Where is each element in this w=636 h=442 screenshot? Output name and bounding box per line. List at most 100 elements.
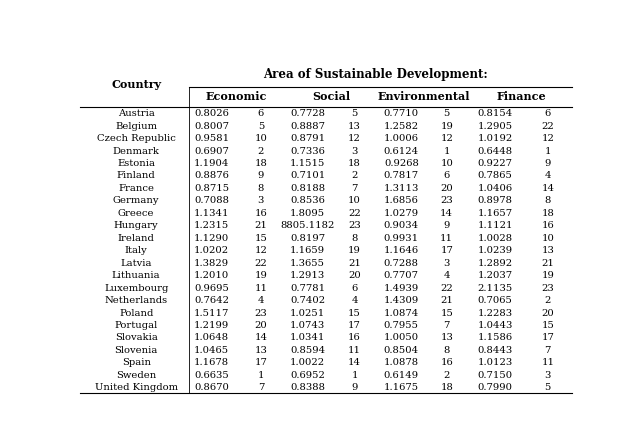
Text: Hungary: Hungary [114,221,158,230]
Text: 0.7865: 0.7865 [478,171,513,180]
Text: 0.7990: 0.7990 [478,383,513,392]
Text: 4: 4 [443,271,450,280]
Text: Poland: Poland [119,309,153,317]
Text: 12: 12 [254,246,267,255]
Text: 23: 23 [440,196,453,206]
Text: 10: 10 [348,196,361,206]
Text: 1.2582: 1.2582 [384,122,419,131]
Text: 6: 6 [443,171,450,180]
Text: 6: 6 [352,284,357,293]
Text: 1.0743: 1.0743 [290,321,326,330]
Text: 2: 2 [258,147,264,156]
Text: 1.1586: 1.1586 [478,333,513,343]
Text: 9: 9 [258,171,264,180]
Text: 5: 5 [351,109,357,118]
Text: 2: 2 [544,296,551,305]
Text: 0.8026: 0.8026 [194,109,229,118]
Text: 20: 20 [440,184,453,193]
Text: 15: 15 [440,309,453,317]
Text: Portugal: Portugal [114,321,158,330]
Text: 0.7288: 0.7288 [384,259,419,268]
Text: 1.4939: 1.4939 [384,284,419,293]
Text: 22: 22 [440,284,453,293]
Text: 6: 6 [544,109,551,118]
Text: 1: 1 [443,147,450,156]
Text: 0.8670: 0.8670 [194,383,229,392]
Text: 1.1646: 1.1646 [384,246,419,255]
Text: Denmark: Denmark [113,147,160,156]
Text: 2.1135: 2.1135 [478,284,513,293]
Text: 23: 23 [254,309,267,317]
Text: 0.7402: 0.7402 [290,296,325,305]
Text: 0.8876: 0.8876 [194,171,229,180]
Text: 16: 16 [348,333,361,343]
Text: 19: 19 [348,246,361,255]
Text: Czech Republic: Czech Republic [97,134,176,143]
Text: 0.7728: 0.7728 [290,109,325,118]
Text: 0.7101: 0.7101 [290,171,326,180]
Text: 6: 6 [258,109,264,118]
Text: Country: Country [111,79,162,90]
Text: 1.2913: 1.2913 [290,271,326,280]
Text: 17: 17 [348,321,361,330]
Text: Spain: Spain [121,358,151,367]
Text: 21: 21 [440,296,453,305]
Text: 7: 7 [443,321,450,330]
Text: 1.2892: 1.2892 [478,259,513,268]
Text: 9: 9 [443,221,450,230]
Text: 1.1678: 1.1678 [194,358,229,367]
Text: Italy: Italy [125,246,148,255]
Text: 1.0192: 1.0192 [478,134,513,143]
Text: 1.1515: 1.1515 [290,159,326,168]
Text: Netherlands: Netherlands [104,296,168,305]
Text: 0.7150: 0.7150 [478,371,513,380]
Text: 1.2010: 1.2010 [194,271,229,280]
Text: Slovenia: Slovenia [114,346,158,355]
Text: 0.8154: 0.8154 [478,109,513,118]
Text: 8: 8 [544,196,551,206]
Text: 1.6856: 1.6856 [384,196,418,206]
Text: 1.5117: 1.5117 [194,309,230,317]
Text: 0.7642: 0.7642 [194,296,229,305]
Text: 8: 8 [258,184,264,193]
Text: Latvia: Latvia [120,259,152,268]
Text: 2: 2 [443,371,450,380]
Text: 17: 17 [254,358,267,367]
Text: 0.9227: 0.9227 [478,159,513,168]
Text: 0.9581: 0.9581 [194,134,229,143]
Text: 0.6149: 0.6149 [384,371,419,380]
Text: 1.0123: 1.0123 [478,358,513,367]
Text: Belgium: Belgium [115,122,157,131]
Text: 0.9931: 0.9931 [384,234,419,243]
Text: 11: 11 [541,358,554,367]
Text: 1.1657: 1.1657 [478,209,513,218]
Text: 0.7088: 0.7088 [194,196,229,206]
Text: 0.7065: 0.7065 [478,296,513,305]
Text: 0.7817: 0.7817 [384,171,419,180]
Text: 20: 20 [541,309,554,317]
Text: 1.0406: 1.0406 [478,184,513,193]
Text: 13: 13 [348,122,361,131]
Text: 18: 18 [440,383,453,392]
Text: 1.0006: 1.0006 [384,134,419,143]
Text: 4: 4 [544,171,551,180]
Text: 8805.1182: 8805.1182 [280,221,335,230]
Text: 8: 8 [443,346,450,355]
Text: 9: 9 [544,159,551,168]
Text: 1.0874: 1.0874 [384,309,419,317]
Text: 18: 18 [348,159,361,168]
Text: 1.3829: 1.3829 [194,259,229,268]
Text: 12: 12 [440,134,453,143]
Text: 9: 9 [351,383,357,392]
Text: 0.6448: 0.6448 [478,147,513,156]
Text: 1.1659: 1.1659 [290,246,325,255]
Text: 0.8536: 0.8536 [290,196,325,206]
Text: 17: 17 [541,333,554,343]
Text: 13: 13 [440,333,453,343]
Text: 1.1341: 1.1341 [194,209,230,218]
Text: 1.0648: 1.0648 [194,333,229,343]
Text: 11: 11 [254,284,267,293]
Text: 22: 22 [541,122,554,131]
Text: 17: 17 [440,246,453,255]
Text: 3: 3 [544,371,551,380]
